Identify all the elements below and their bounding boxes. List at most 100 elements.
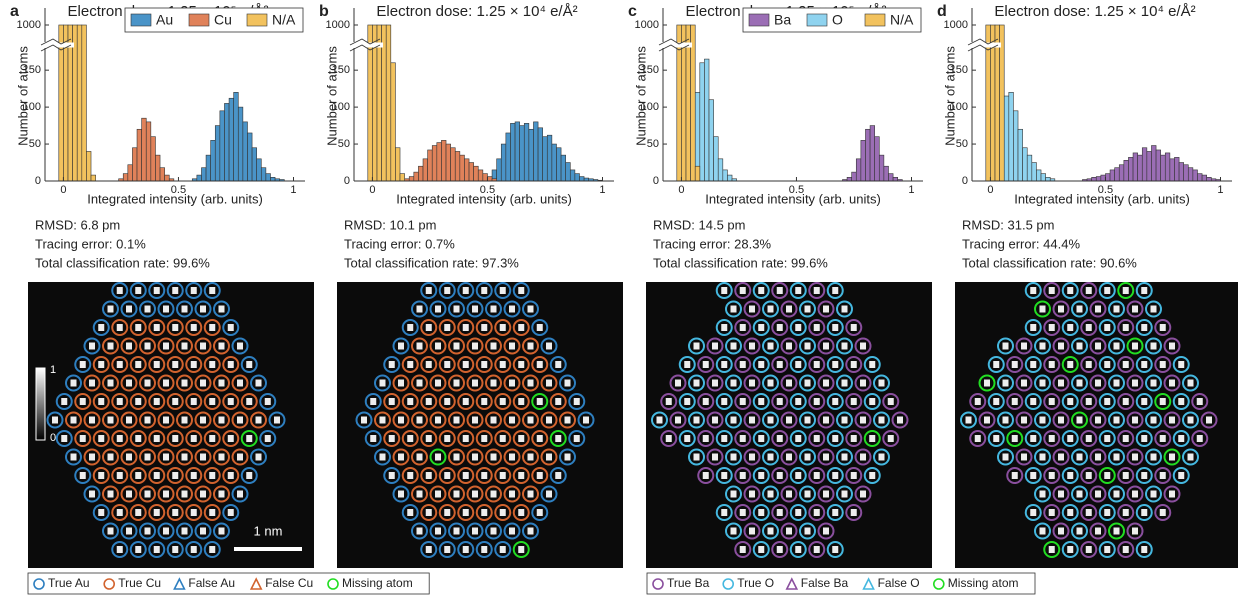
atom-dot	[463, 361, 469, 368]
legend-label: False Ba	[801, 576, 849, 590]
atom-dot	[869, 435, 875, 442]
histogram-bar	[986, 25, 991, 181]
atom-dot	[500, 472, 506, 479]
atom-dot	[370, 398, 376, 405]
histogram-bar	[506, 133, 511, 181]
atom-dot	[71, 380, 77, 387]
atom-dot	[768, 306, 774, 313]
atom-dot	[219, 380, 225, 387]
atom-dot	[1114, 528, 1120, 535]
histogram-bar	[847, 177, 852, 181]
y-axis-label: Number of atoms	[942, 46, 957, 146]
atom-dot	[163, 343, 169, 350]
histogram-bar	[487, 177, 492, 181]
atom-dot	[703, 398, 709, 405]
atom-dot	[851, 324, 857, 331]
atom-dot	[1123, 435, 1129, 442]
atom-dot	[80, 472, 86, 479]
atom-dot	[768, 528, 774, 535]
atom-dot	[200, 417, 206, 424]
atom-dot	[1132, 454, 1138, 461]
atom-dot	[879, 454, 885, 461]
atom-dot	[574, 398, 580, 405]
chart-title: Electron dose: 1.25 × 10⁴ e/Å²	[376, 3, 577, 20]
atom-dot	[182, 343, 188, 350]
atom-dot	[389, 472, 395, 479]
atom-dot	[209, 509, 215, 516]
atom-dot	[98, 324, 104, 331]
atom-dot	[1114, 306, 1120, 313]
atom-dot	[832, 435, 838, 442]
atom-dot	[108, 417, 114, 424]
atom-dot	[749, 417, 755, 424]
atom-dot	[426, 435, 432, 442]
atom-dot	[823, 306, 829, 313]
atom-dot	[80, 361, 86, 368]
atom-dot	[1178, 472, 1184, 479]
atom-dot	[565, 380, 571, 387]
atom-dot	[1003, 343, 1009, 350]
atom-dot	[126, 306, 132, 313]
axis-break	[351, 43, 383, 48]
atom-dot	[126, 343, 132, 350]
x-tick-label: 0	[369, 184, 375, 196]
histogram-bar	[1046, 177, 1051, 181]
atom-dot	[749, 528, 755, 535]
histogram-bar	[142, 118, 147, 181]
atom-dot	[509, 343, 515, 350]
histogram-bar	[533, 122, 538, 181]
histogram-bar	[497, 159, 502, 181]
y-tick-label: 1000	[17, 19, 41, 31]
atom-dot	[795, 287, 801, 294]
atom-dot	[712, 380, 718, 387]
y-tick-label: 100	[950, 101, 968, 113]
atom-dot	[1030, 287, 1036, 294]
histogram-bar	[1193, 170, 1198, 181]
atom-dot	[89, 454, 95, 461]
histogram-bar	[382, 25, 387, 181]
atom-dot	[1040, 491, 1046, 498]
atom-dot	[426, 324, 432, 331]
atom-dot	[1206, 417, 1212, 424]
legend-label: False Au	[188, 576, 235, 590]
atom-dot	[712, 343, 718, 350]
atom-dot	[163, 306, 169, 313]
histogram-bar	[128, 165, 133, 181]
y-tick-label: 100	[23, 101, 41, 113]
histogram-bar	[68, 25, 73, 181]
atom-dot	[777, 361, 783, 368]
chart-title: Electron dose: 1.25 × 10⁴ e/Å²	[994, 3, 1195, 20]
atom-dot	[472, 306, 478, 313]
atom-dot	[398, 343, 404, 350]
histogram-bar	[238, 107, 243, 181]
atom-dot	[1012, 435, 1018, 442]
atom-dot	[163, 528, 169, 535]
atom-dot	[417, 306, 423, 313]
histogram-bar	[1032, 163, 1037, 181]
atom-dot	[555, 435, 561, 442]
histogram-bar	[1110, 170, 1115, 181]
histogram-bar	[1133, 153, 1138, 181]
atom-dot	[786, 306, 792, 313]
atom-dot	[993, 361, 999, 368]
stat-text: RMSD: 31.5 pm	[962, 217, 1054, 232]
atom-dot	[740, 287, 746, 294]
atom-dot	[454, 528, 460, 535]
stat-text: Tracing error: 44.4%	[962, 236, 1080, 251]
histogram-bar	[1018, 129, 1023, 181]
histogram-bar	[469, 163, 474, 181]
atom-dot	[823, 528, 829, 535]
histogram-bar	[1188, 168, 1193, 181]
atom-dot	[182, 306, 188, 313]
y-tick-label: 50	[338, 138, 350, 150]
atom-dot	[1030, 398, 1036, 405]
histogram-bar	[1101, 175, 1106, 181]
atom-dot	[814, 472, 820, 479]
atom-dot	[795, 435, 801, 442]
atom-dot	[546, 417, 552, 424]
histogram-bar	[1027, 155, 1032, 181]
atom-dot	[832, 361, 838, 368]
histogram-bar	[409, 177, 414, 181]
histogram-bar	[1202, 175, 1207, 181]
histogram-bar	[714, 137, 719, 181]
